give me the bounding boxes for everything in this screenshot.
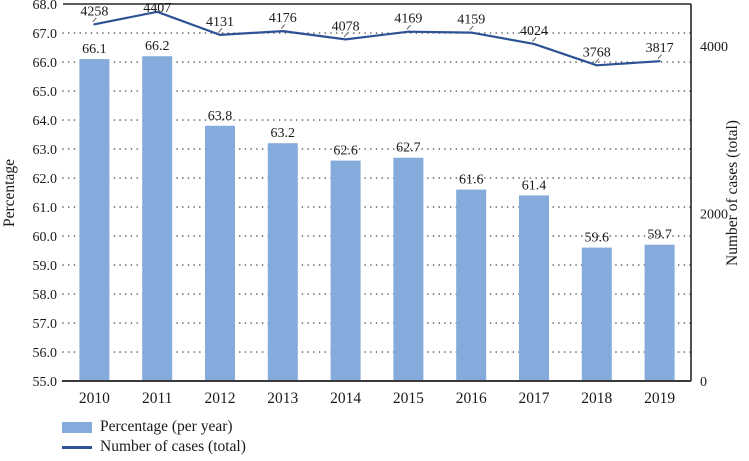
left-axis-tick-label: 55.0 — [33, 375, 58, 390]
bar-value-label: 59.7 — [647, 228, 672, 243]
bar-2016 — [456, 189, 487, 381]
line-value-label: 4258 — [80, 4, 108, 19]
label-leader-line — [469, 25, 474, 31]
left-axis-tick-label: 68.0 — [33, 0, 58, 13]
cases-line — [93, 10, 661, 67]
line-value-label: 4078 — [332, 19, 360, 34]
x-axis-label-2010: 2010 — [79, 390, 110, 407]
bar-value-label: 62.6 — [333, 144, 358, 159]
x-axis-label-2013: 2013 — [267, 390, 298, 407]
legend-item-percentage: Percentage (per year) — [62, 418, 246, 435]
legend-line-swatch — [62, 445, 92, 449]
left-axis-tick-label: 66.0 — [33, 56, 58, 71]
label-leader-line — [343, 32, 348, 38]
legend-label-cases: Number of cases (total) — [100, 438, 246, 455]
legend-item-cases: Number of cases (total) — [62, 438, 246, 455]
label-leader-line — [594, 58, 600, 64]
left-axis-tick-label: 67.0 — [33, 27, 58, 42]
right-axis-tick-label: 2000 — [700, 207, 728, 222]
legend-label-percentage: Percentage (per year) — [100, 418, 233, 435]
left-axis-title: Percentage — [1, 159, 18, 227]
right-axis-tick-label: 0 — [700, 375, 707, 390]
line-value-label: 4169 — [394, 12, 422, 27]
x-axis-label-2014: 2014 — [330, 390, 361, 407]
bar-value-label: 61.4 — [522, 178, 547, 193]
bar-2011 — [142, 56, 173, 381]
bar-2013 — [267, 143, 298, 381]
bar-2015 — [393, 157, 424, 381]
legend-bar-swatch — [62, 421, 92, 433]
line-value-label: 4024 — [520, 24, 548, 39]
left-axis-tick-label: 56.0 — [33, 346, 58, 361]
left-axis-tick-label: 64.0 — [33, 114, 58, 129]
x-axis-label-2011: 2011 — [142, 390, 172, 407]
left-axis-tick-label: 59.0 — [33, 259, 58, 274]
line-value-label: 3768 — [583, 45, 611, 60]
label-leader-line — [280, 24, 286, 29]
left-axis-tick-label: 58.0 — [33, 288, 58, 303]
x-axis-label-2017: 2017 — [519, 390, 550, 407]
line-value-label: 4159 — [457, 13, 485, 28]
x-axis-label-2019: 2019 — [644, 390, 675, 407]
x-axis-label-2012: 2012 — [205, 390, 236, 407]
left-axis-tick-label: 57.0 — [33, 317, 58, 332]
bar-value-label: 63.8 — [208, 109, 233, 124]
bar-2012 — [205, 125, 235, 381]
line-value-label: 3817 — [646, 41, 674, 56]
line-value-label: 4176 — [269, 11, 297, 26]
x-axis-label-2015: 2015 — [393, 390, 424, 407]
left-axis-tick-label: 60.0 — [33, 230, 58, 245]
bar-2018 — [581, 247, 612, 381]
bar-value-label: 62.7 — [396, 141, 421, 156]
line-value-label: 4131 — [206, 15, 234, 30]
x-axis-label-2016: 2016 — [456, 390, 487, 407]
bar-2010 — [79, 59, 110, 381]
left-axis-tick-label: 61.0 — [33, 201, 58, 216]
label-leader-line — [92, 17, 97, 23]
bar-2014 — [330, 160, 361, 381]
right-axis-tick-label: 4000 — [700, 40, 728, 55]
bar-value-label: 66.1 — [82, 42, 107, 57]
left-axis-tick-label: 63.0 — [33, 143, 58, 158]
label-leader-line — [657, 54, 662, 60]
left-axis-tick-label: 62.0 — [33, 172, 58, 187]
line-value-label: 4407 — [143, 1, 171, 16]
chart-legend: Percentage (per year) Number of cases (t… — [62, 418, 246, 460]
label-leader-line — [218, 28, 223, 33]
bar-value-label: 63.2 — [271, 126, 296, 141]
bar-value-label: 61.6 — [459, 173, 484, 188]
label-leader-line — [406, 24, 411, 30]
right-axis-title: Number of cases (total) — [724, 120, 741, 266]
bar-value-label: 59.6 — [585, 231, 610, 246]
label-leader-line — [532, 37, 537, 42]
bar-value-label: 66.2 — [145, 39, 170, 54]
x-axis-label-2018: 2018 — [581, 390, 612, 407]
bar-2019 — [644, 244, 675, 381]
left-axis-tick-label: 65.0 — [33, 85, 58, 100]
combo-chart-plot: 66.1 66.2 63.8 63.2 62.6 62.7 61.6 61.4 59.6 59.7… — [1, 0, 741, 407]
bar-2017 — [519, 195, 549, 381]
